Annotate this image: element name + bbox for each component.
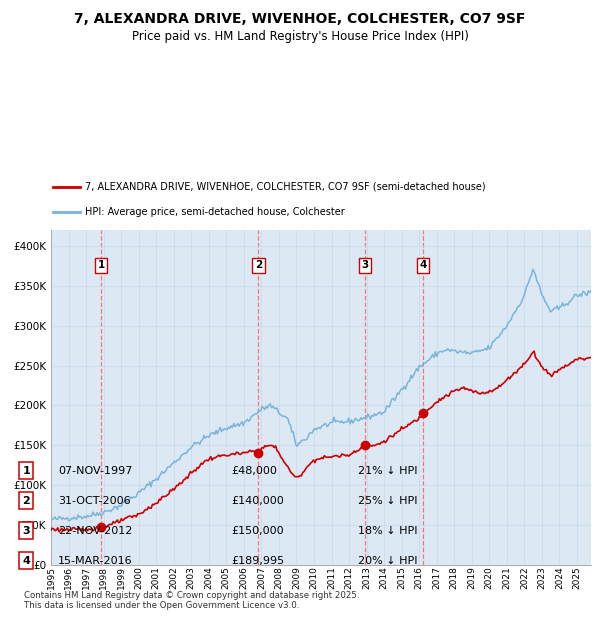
Text: 18% ↓ HPI: 18% ↓ HPI [358,526,417,536]
Text: 25% ↓ HPI: 25% ↓ HPI [358,495,417,505]
Text: Contains HM Land Registry data © Crown copyright and database right 2025.
This d: Contains HM Land Registry data © Crown c… [24,591,359,610]
Text: 2: 2 [255,260,262,270]
Text: 07-NOV-1997: 07-NOV-1997 [58,466,133,476]
Text: 3: 3 [23,526,30,536]
Text: 1: 1 [23,466,30,476]
Text: HPI: Average price, semi-detached house, Colchester: HPI: Average price, semi-detached house,… [85,207,345,217]
Text: 15-MAR-2016: 15-MAR-2016 [58,556,133,565]
Text: £189,995: £189,995 [231,556,284,565]
Text: 7, ALEXANDRA DRIVE, WIVENHOE, COLCHESTER, CO7 9SF: 7, ALEXANDRA DRIVE, WIVENHOE, COLCHESTER… [74,12,526,26]
Text: 2: 2 [23,495,30,505]
Text: 7, ALEXANDRA DRIVE, WIVENHOE, COLCHESTER, CO7 9SF (semi-detached house): 7, ALEXANDRA DRIVE, WIVENHOE, COLCHESTER… [85,182,486,192]
Text: £150,000: £150,000 [231,526,284,536]
Text: £48,000: £48,000 [231,466,277,476]
Text: 4: 4 [419,260,427,270]
Text: 4: 4 [22,556,31,565]
Text: Price paid vs. HM Land Registry's House Price Index (HPI): Price paid vs. HM Land Registry's House … [131,30,469,43]
Text: 31-OCT-2006: 31-OCT-2006 [58,495,131,505]
Text: 20% ↓ HPI: 20% ↓ HPI [358,556,417,565]
Text: £140,000: £140,000 [231,495,284,505]
Text: 3: 3 [361,260,368,270]
Text: 1: 1 [97,260,104,270]
Text: 21% ↓ HPI: 21% ↓ HPI [358,466,417,476]
Text: 22-NOV-2012: 22-NOV-2012 [58,526,133,536]
